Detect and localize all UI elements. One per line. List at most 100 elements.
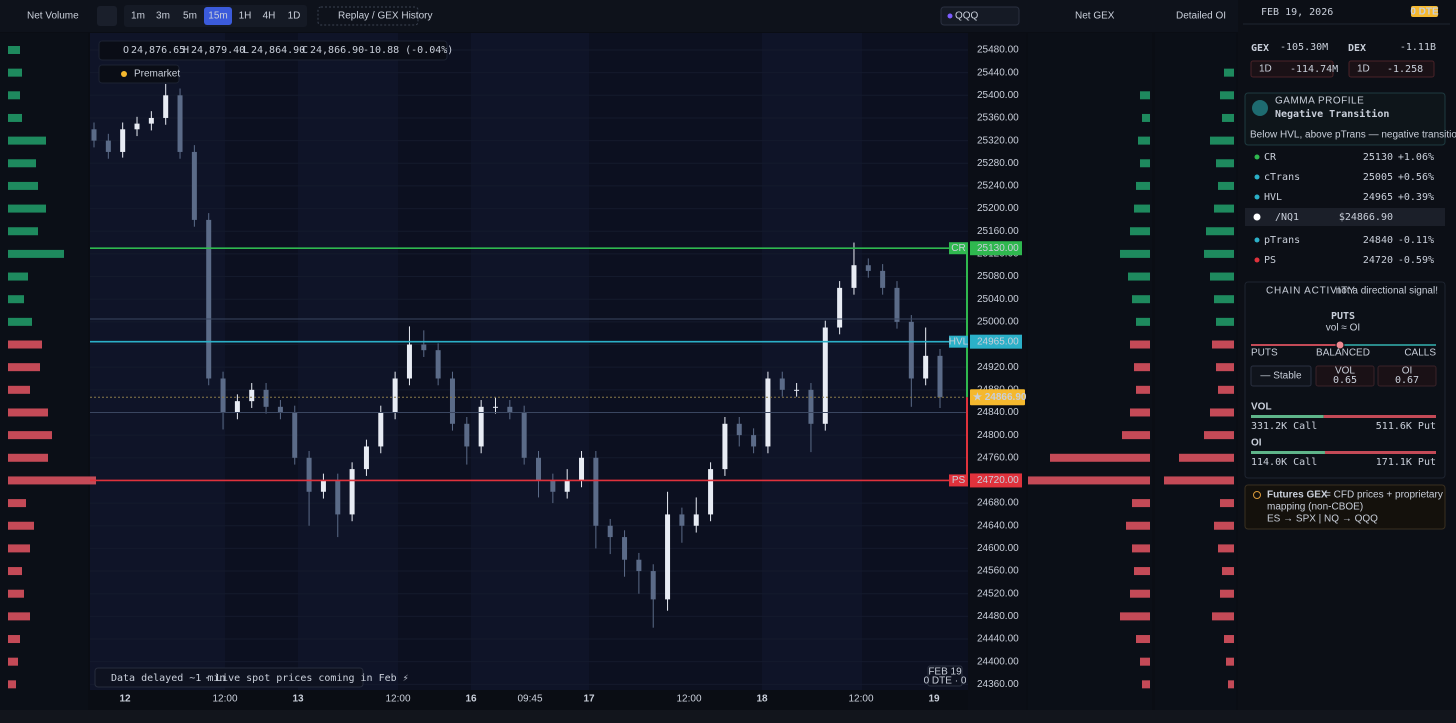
symbol-label: QQQ	[955, 11, 979, 22]
gex-bar	[1136, 635, 1150, 644]
session-toggle[interactable]	[98, 64, 180, 84]
symbol-select[interactable]	[940, 6, 1020, 26]
replay-button[interactable]	[317, 6, 419, 26]
candle-body	[693, 514, 699, 526]
candle-body	[622, 537, 628, 560]
ohlc-c-key: C	[302, 45, 308, 56]
oi-bar	[1218, 385, 1234, 394]
y-tick-label: 25160.00	[977, 226, 1019, 237]
level-name-tag	[949, 474, 968, 487]
chart-layer	[8, 45, 1234, 689]
gex-key: GEX	[1251, 43, 1269, 54]
dex-period: 1D	[1357, 64, 1370, 75]
gex-bar	[1134, 204, 1150, 213]
x-tick-label: 13	[292, 694, 304, 705]
volume-bar	[8, 657, 18, 666]
futures-mapping: ES → SPX | NQ → QQQ	[1267, 514, 1378, 525]
indicator-menu[interactable]: Net Volume	[27, 11, 79, 22]
oi-bar	[1214, 521, 1234, 530]
y-tick-label: 24440.00	[977, 634, 1019, 645]
timeframe-button[interactable]: 1D	[288, 11, 301, 22]
oi-bar	[1204, 431, 1234, 440]
oi-bar	[1216, 317, 1234, 326]
gex-bar	[1130, 340, 1150, 349]
timeframe-button[interactable]: 3m	[156, 11, 170, 22]
gex-bar	[1140, 657, 1150, 666]
candle-body	[421, 344, 427, 351]
timeframe-button[interactable]: 1H	[239, 11, 252, 22]
candle-body	[263, 389, 269, 407]
candle-body	[206, 219, 212, 379]
candle-body	[449, 378, 455, 424]
current-price-tag	[970, 389, 1025, 406]
oi-bar	[1226, 657, 1234, 666]
chain-bias-note: vol ≈ OI	[1326, 323, 1360, 334]
oi-menu[interactable]: Detailed OI	[1176, 11, 1226, 22]
sun-icon	[121, 71, 127, 77]
level-dot	[1254, 174, 1260, 180]
activity-put-bar	[1324, 451, 1436, 454]
y-tick-label: 25000.00	[977, 316, 1019, 327]
volume-bar	[8, 113, 22, 122]
candle-body	[320, 480, 326, 492]
bias-knob	[1335, 340, 1345, 350]
gex-change-box	[1250, 60, 1334, 78]
gex-bar	[1028, 476, 1150, 485]
level-price: 24720.00	[977, 475, 1019, 486]
timeframe-button[interactable]: 4H	[263, 11, 276, 22]
x-tick-label: 17	[583, 694, 595, 705]
dex-value: -1.11B	[1400, 42, 1436, 53]
candle-body	[837, 287, 843, 328]
y-tick-label: 24840.00	[977, 407, 1019, 418]
oi-bar	[1212, 612, 1234, 621]
gex-bar	[1136, 385, 1150, 394]
candle-body	[120, 129, 126, 152]
gamma-heading: GAMMA PROFILE	[1275, 96, 1364, 107]
gex-bar	[1132, 544, 1150, 553]
dex-change-box	[1348, 60, 1435, 78]
timeframe-active	[204, 7, 232, 25]
oi-bar	[1220, 499, 1234, 508]
expiry-sub: 0 DTE · 0	[924, 676, 967, 687]
notice-text: Data delayed ~1 min	[111, 673, 225, 684]
palette-button[interactable]	[97, 6, 117, 26]
gex-menu[interactable]: Net GEX	[1075, 11, 1115, 22]
ratio-box	[1315, 365, 1375, 387]
y-tick-label: 25280.00	[977, 158, 1019, 169]
level-row-value: 24840	[1363, 235, 1393, 246]
x-tick-label: 12	[119, 694, 131, 705]
candle-body	[521, 412, 527, 458]
scale-mid: BALANCED	[1316, 348, 1370, 359]
y-tick-label: 25200.00	[977, 203, 1019, 214]
oi-bar	[1224, 68, 1234, 77]
expiry-date: FEB 19	[928, 667, 962, 678]
candle-body	[91, 129, 97, 141]
x-tick-label: 12:00	[385, 694, 410, 705]
timeframe-button[interactable]: 1m	[131, 11, 145, 22]
oi-bar	[1210, 136, 1234, 145]
y-tick-label: 24400.00	[977, 656, 1019, 667]
ohlc-c: 24,866.90	[310, 45, 364, 56]
expiry-badge	[927, 665, 963, 687]
volume-bar	[8, 91, 20, 100]
activity-call-bar	[1251, 415, 1324, 418]
timeframe-button[interactable]: 5m	[183, 11, 197, 22]
ui-layer: Net Volume 1m 3m 5m 15m 1H 4H 1D Replay / GEX Hi…	[27, 5, 1456, 705]
candle-body	[579, 457, 585, 481]
candle-body	[435, 350, 441, 379]
x-tick-label: 16	[465, 694, 477, 705]
candle-body	[335, 480, 341, 515]
x-tick-label: 12:00	[676, 694, 701, 705]
candle-body	[865, 265, 871, 271]
volume-bar	[8, 567, 22, 576]
level-row-change: +1.06%	[1398, 152, 1434, 163]
volume-bar	[8, 408, 48, 417]
volume-bar	[8, 521, 34, 530]
timeframe-button[interactable]: 15m	[208, 11, 227, 22]
level-dot	[1254, 154, 1260, 160]
volume-bar	[8, 612, 30, 621]
oi-bar	[1222, 113, 1234, 122]
ohlc-change: -10.88 (-0.04%)	[363, 45, 453, 56]
volume-bar	[8, 227, 38, 236]
